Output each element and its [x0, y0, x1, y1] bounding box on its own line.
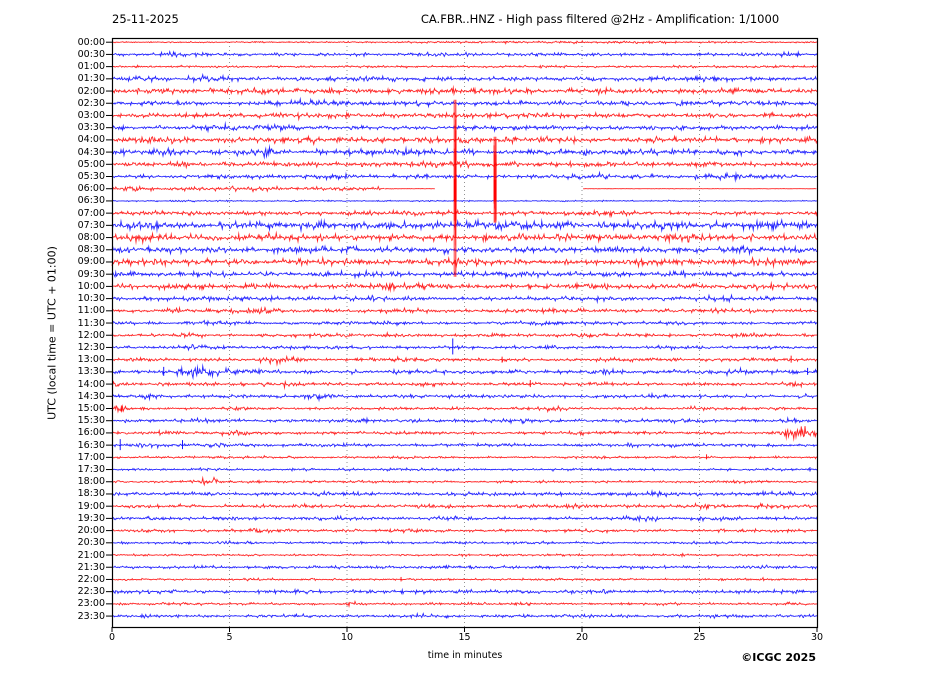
row-time-label: 22:00 — [77, 573, 105, 585]
row-time-label: 07:30 — [77, 219, 105, 231]
row-time-label: 16:30 — [77, 439, 105, 451]
row-time-label: 18:00 — [77, 476, 105, 488]
x-tick-label: 0 — [108, 632, 116, 643]
row-time-label: 23:30 — [77, 610, 105, 622]
row-time-label: 21:30 — [77, 561, 105, 573]
row-time-label: 19:30 — [77, 512, 105, 524]
row-time-label: 04:30 — [77, 146, 105, 158]
row-time-label: 13:30 — [77, 366, 105, 378]
row-time-label: 20:30 — [77, 537, 105, 549]
row-time-label: 10:30 — [77, 293, 105, 305]
row-time-label: 00:30 — [77, 48, 105, 60]
row-time-label: 17:30 — [77, 464, 105, 476]
row-time-label: 06:00 — [77, 183, 105, 195]
row-time-label: 22:30 — [77, 586, 105, 598]
row-time-label: 10:00 — [77, 280, 105, 292]
row-time-label: 03:00 — [77, 109, 105, 121]
row-time-label: 06:30 — [77, 195, 105, 207]
row-time-label: 00:00 — [77, 36, 105, 48]
row-time-label: 07:00 — [77, 207, 105, 219]
x-tick-label: 20 — [575, 632, 589, 643]
row-time-label: 12:30 — [77, 341, 105, 353]
x-tick-label: 15 — [458, 632, 471, 643]
row-time-label: 08:00 — [77, 232, 105, 244]
row-time-label: 18:30 — [77, 488, 105, 500]
row-time-label: 03:30 — [77, 122, 105, 134]
row-time-label: 20:00 — [77, 525, 105, 537]
row-time-label: 23:00 — [77, 598, 105, 610]
row-time-label: 09:30 — [77, 268, 105, 280]
row-time-label: 04:00 — [77, 134, 105, 146]
row-time-label: 01:00 — [77, 61, 105, 73]
row-time-label: 05:30 — [77, 171, 105, 182]
row-time-label: 12:00 — [77, 329, 105, 341]
row-time-label: 02:30 — [77, 97, 105, 109]
row-time-label: 01:30 — [77, 73, 105, 85]
row-time-label: 08:30 — [77, 244, 105, 256]
row-time-label: 02:00 — [77, 85, 105, 97]
row-time-label: 21:00 — [77, 549, 105, 561]
x-tick-label: 10 — [340, 632, 354, 643]
copyright-label: ©ICGC 2025 — [741, 651, 816, 664]
x-tick-label: 30 — [810, 632, 824, 643]
x-tick-label: 25 — [693, 632, 706, 643]
row-time-label: 09:00 — [77, 256, 105, 268]
plot-main-title: CA.FBR..HNZ - High pass filtered @2Hz - … — [420, 12, 780, 26]
row-time-label: 15:30 — [77, 415, 105, 427]
x-axis-label: time in minutes — [427, 650, 503, 661]
row-time-label: 16:00 — [77, 427, 105, 439]
row-time-label: 11:30 — [77, 317, 105, 329]
x-tick-label: 5 — [226, 632, 233, 643]
row-time-label: 14:00 — [77, 378, 105, 390]
row-time-label: 17:00 — [77, 451, 105, 463]
plot-date-title: 25-11-2025 — [112, 12, 179, 26]
row-time-label: 19:00 — [77, 500, 105, 512]
row-time-label: 15:00 — [77, 403, 105, 414]
row-time-label: 13:00 — [77, 354, 105, 366]
row-time-label: 14:30 — [77, 390, 105, 402]
row-time-label: 11:00 — [77, 305, 105, 317]
row-time-label: 05:00 — [77, 158, 105, 170]
